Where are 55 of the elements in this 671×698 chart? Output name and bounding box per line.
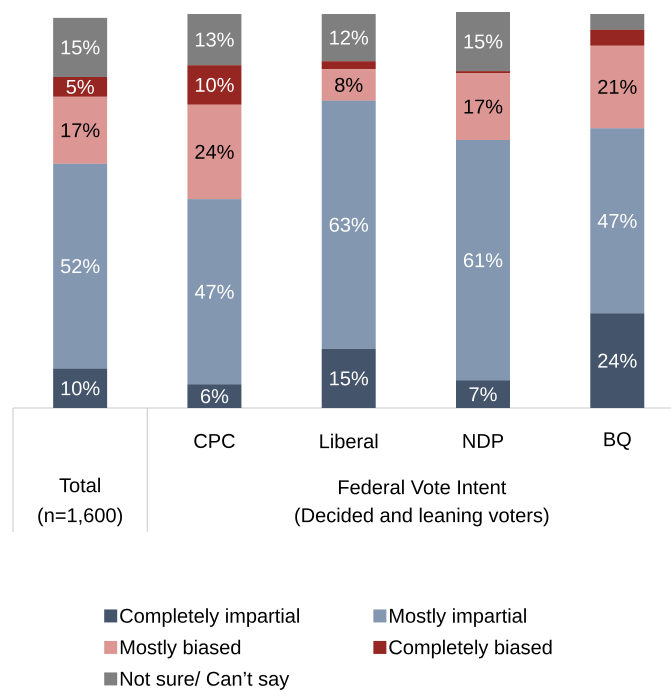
- bar: [53, 96, 108, 164]
- data-label: 47%: [194, 284, 234, 299]
- bar: [53, 18, 108, 78]
- data-label: 52%: [60, 259, 100, 274]
- data-label: 15%: [330, 371, 368, 386]
- data-label: 15%: [464, 34, 502, 49]
- data-label: 10%: [62, 381, 100, 396]
- bar: [590, 45, 644, 128]
- data-label: 24%: [195, 144, 234, 159]
- bar: [456, 140, 510, 380]
- bar: [590, 30, 644, 46]
- legend-label: Completely impartial: [120, 608, 299, 627]
- data-label: 12%: [330, 30, 368, 45]
- text: Total (n=1,600): [38, 478, 122, 526]
- bar: [322, 69, 376, 101]
- bar: [456, 73, 510, 140]
- bar: [322, 100, 376, 349]
- x-tick-label: NDP: [464, 434, 504, 448]
- data-label: 21%: [598, 80, 637, 94]
- bar: [322, 61, 376, 70]
- data-label: 7%: [470, 387, 497, 402]
- bar: [187, 199, 242, 384]
- legend-label: Mostly biased: [120, 640, 240, 658]
- bar: [322, 348, 376, 408]
- data-label: 8%: [335, 78, 362, 92]
- data-label: 17%: [464, 100, 502, 114]
- bar: [590, 128, 644, 314]
- bar: [590, 313, 644, 408]
- x-tick-label: BQ: [604, 432, 631, 450]
- text: Federal Vote Intent: [338, 480, 506, 494]
- data-label: 17%: [62, 123, 100, 138]
- data-label: 5%: [66, 80, 94, 94]
- legend-label: Not sure/ Can’t say: [120, 671, 290, 690]
- legend-label: Completely biased: [389, 640, 552, 658]
- data-label: 24%: [598, 354, 637, 368]
- legend-label: Mostly impartial: [390, 608, 526, 627]
- x-tick-label: CPC: [194, 434, 235, 448]
- data-label: 47%: [598, 214, 637, 228]
- bar: [187, 65, 242, 105]
- bar: [322, 14, 376, 62]
- text: (Decided and leaning voters): [295, 508, 548, 526]
- bar: [456, 12, 510, 72]
- bar: [590, 14, 644, 30]
- bar: [53, 164, 108, 369]
- data-label: 61%: [464, 253, 502, 268]
- bar: [456, 380, 510, 408]
- data-label: 15%: [62, 40, 100, 54]
- bar: [187, 14, 242, 66]
- x-tick-label: Liberal: [320, 434, 378, 448]
- data-label: 10%: [196, 78, 234, 92]
- data-label: 6%: [200, 389, 228, 404]
- bar: [53, 368, 108, 408]
- data-label: 13%: [196, 32, 234, 47]
- data-label: 63%: [330, 218, 368, 232]
- bar: [187, 104, 242, 200]
